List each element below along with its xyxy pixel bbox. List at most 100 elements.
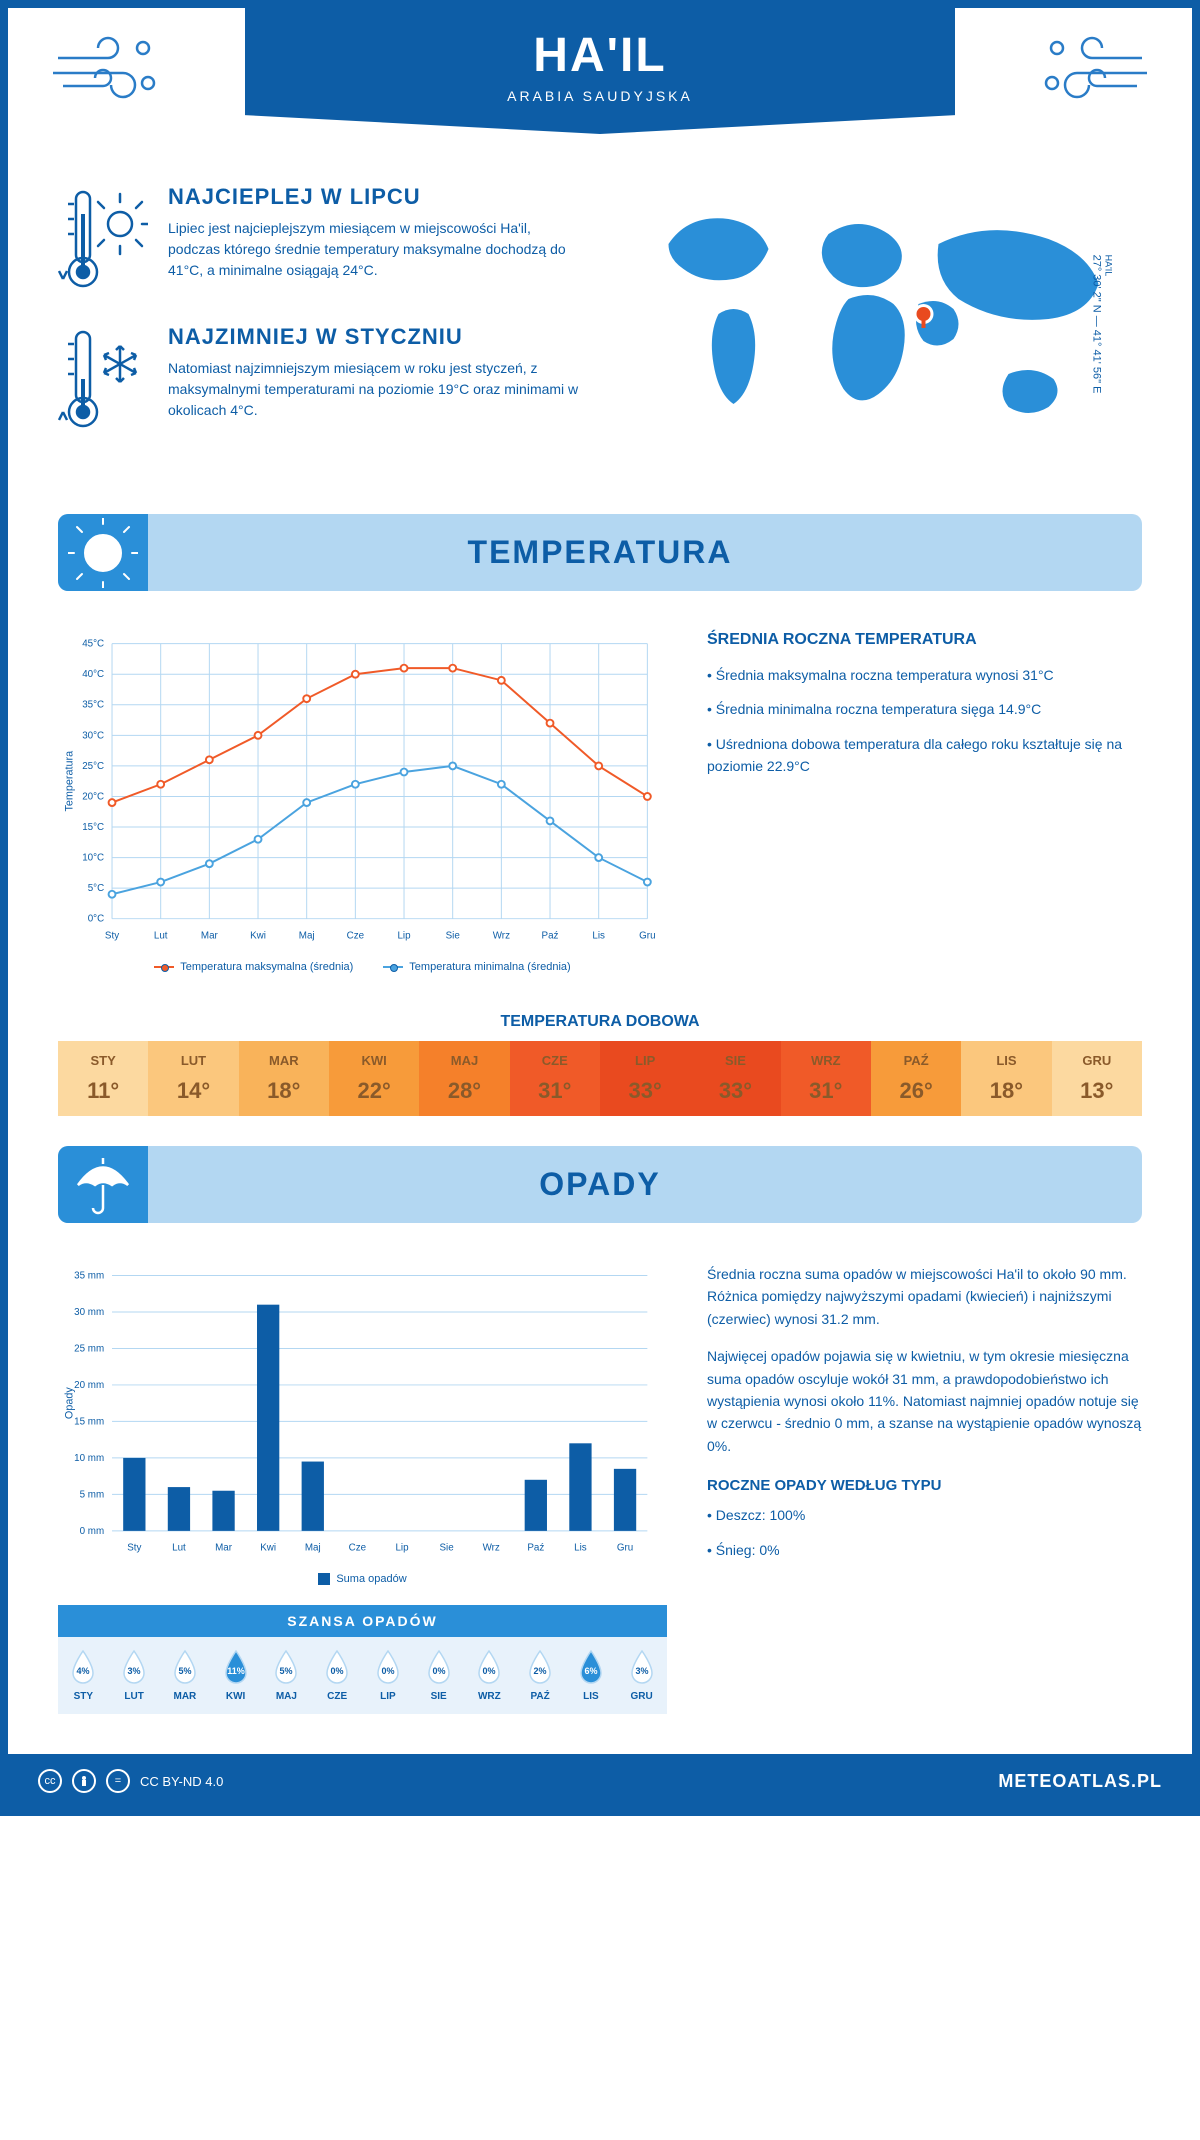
temp-cell: STY11°	[58, 1041, 148, 1116]
temp-cell-month: SIE	[690, 1053, 780, 1068]
footer: cc = CC BY-ND 4.0 METEOATLAS.PL	[8, 1754, 1192, 1808]
nd-icon: =	[106, 1769, 130, 1793]
temp-bullet: • Uśredniona dobowa temperatura dla całe…	[707, 733, 1142, 778]
temp-cell-value: 31°	[510, 1078, 600, 1104]
svg-text:25°C: 25°C	[82, 761, 104, 772]
svg-text:5%: 5%	[178, 1666, 191, 1676]
temp-cell-value: 33°	[690, 1078, 780, 1104]
svg-text:0°C: 0°C	[88, 914, 104, 925]
page-root: HA'IL ARABIA SAUDYJSKA NAJCIEPLEJ W LIPC…	[0, 0, 1200, 1816]
svg-text:Opady: Opady	[64, 1387, 76, 1419]
svg-text:11%: 11%	[227, 1666, 245, 1676]
drop-icon: 0%	[475, 1649, 503, 1685]
drop-icon: 11%	[222, 1649, 250, 1685]
coldest-block: NAJZIMNIEJ W STYCZNIU Natomiast najzimni…	[58, 324, 585, 434]
chance-month: KWI	[214, 1691, 257, 1702]
thermometer-hot-icon	[58, 184, 148, 294]
precip-p1: Średnia roczna suma opadów w miejscowośc…	[707, 1263, 1142, 1330]
temp-cell-month: PAŹ	[871, 1053, 961, 1068]
chance-month: LUT	[113, 1691, 156, 1702]
chance-month: MAJ	[265, 1691, 308, 1702]
svg-text:40°C: 40°C	[82, 669, 104, 680]
temp-cell-value: 11°	[58, 1078, 148, 1104]
chance-month: LIS	[570, 1691, 613, 1702]
temperature-chart: 0°C5°C10°C15°C20°C25°C30°C35°C40°C45°CSt…	[58, 631, 667, 973]
temp-cell: SIE 33°	[690, 1041, 780, 1116]
chance-month: PAŹ	[519, 1691, 562, 1702]
temp-cell-value: 31°	[781, 1078, 871, 1104]
svg-text:25 mm: 25 mm	[74, 1343, 104, 1354]
chance-cell: 2%PAŹ	[515, 1637, 566, 1714]
chance-cell: 3% LUT	[109, 1637, 160, 1714]
warmest-text: Lipiec jest najcieplejszym miesiącem w m…	[168, 218, 585, 281]
drop-icon: 0%	[425, 1649, 453, 1685]
svg-text:Cze: Cze	[347, 930, 365, 941]
svg-text:Sie: Sie	[440, 1543, 455, 1554]
by-icon	[72, 1769, 96, 1793]
svg-text:Lis: Lis	[592, 930, 605, 941]
svg-text:Gru: Gru	[617, 1543, 633, 1554]
coldest-text: Natomiast najzimniejszym miesiącem w rok…	[168, 358, 585, 421]
footer-site: METEOATLAS.PL	[998, 1771, 1162, 1792]
legend-precip-label: Suma opadów	[336, 1573, 406, 1585]
chance-month: LIP	[367, 1691, 410, 1702]
precip-legend: Suma opadów	[58, 1573, 667, 1585]
chance-cell: 4%STY	[58, 1637, 109, 1714]
svg-text:30°C: 30°C	[82, 730, 104, 741]
svg-text:Mar: Mar	[201, 930, 219, 941]
temp-cell-value: 33°	[600, 1078, 690, 1104]
drop-icon: 3%	[120, 1649, 148, 1685]
warmest-block: NAJCIEPLEJ W LIPCU Lipiec jest najcieple…	[58, 184, 585, 294]
temp-cell: MAJ28°	[419, 1041, 509, 1116]
temperature-side: ŚREDNIA ROCZNA TEMPERATURA • Średnia mak…	[707, 631, 1142, 973]
temp-cell-month: LIS	[961, 1053, 1051, 1068]
svg-text:Lut: Lut	[154, 930, 168, 941]
svg-text:0 mm: 0 mm	[80, 1526, 105, 1537]
precipitation-side: Średnia roczna suma opadów w miejscowośc…	[707, 1263, 1142, 1734]
temp-cell: LIS 18°	[961, 1041, 1051, 1116]
temp-cell-value: 22°	[329, 1078, 419, 1104]
chance-cell: 6%LIS	[566, 1637, 617, 1714]
temp-cell: MAR18°	[239, 1041, 329, 1116]
temp-cell-value: 26°	[871, 1078, 961, 1104]
temp-cell-month: MAR	[239, 1053, 329, 1068]
temp-cell-month: LUT	[148, 1053, 238, 1068]
precip-type-title: ROCZNE OPADY WEDŁUG TYPU	[707, 1477, 1142, 1494]
svg-text:Lis: Lis	[574, 1543, 587, 1554]
intro-left: NAJCIEPLEJ W LIPCU Lipiec jest najcieple…	[58, 184, 585, 464]
svg-text:Lip: Lip	[397, 930, 411, 941]
temp-cell-value: 28°	[419, 1078, 509, 1104]
sun-icon	[58, 514, 148, 591]
temp-cell: LUT14°	[148, 1041, 238, 1116]
svg-text:20°C: 20°C	[82, 791, 104, 802]
map-block: HA'IL 27° 30' 2" N — 41° 41' 56" E	[615, 184, 1142, 464]
svg-text:Kwi: Kwi	[260, 1543, 276, 1554]
chance-table: SZANSA OPADÓW 4%STY3%LUT5%MAR11%KWI5%MAJ…	[58, 1605, 667, 1714]
warmest-text-block: NAJCIEPLEJ W LIPCU Lipiec jest najcieple…	[168, 184, 585, 294]
header: HA'IL ARABIA SAUDYJSKA	[8, 8, 1192, 154]
coords-text: 27° 30' 2" N — 41° 41' 56" E	[1091, 255, 1103, 394]
drop-icon: 0%	[374, 1649, 402, 1685]
chance-cell: 5%MAJ	[261, 1637, 312, 1714]
daily-temp-table: STY11°LUT14°MAR18°KWI22°MAJ28°CZE31°LIP3…	[58, 1041, 1142, 1116]
svg-text:15°C: 15°C	[82, 822, 104, 833]
temp-legend: Temperatura maksymalna (średnia) Tempera…	[58, 961, 667, 973]
svg-text:Maj: Maj	[299, 930, 315, 941]
svg-text:35 mm: 35 mm	[74, 1270, 104, 1281]
chance-cell: 0%CZE	[312, 1637, 363, 1714]
thermometer-cold-icon	[58, 324, 148, 434]
temp-bullet: • Średnia maksymalna roczna temperatura …	[707, 664, 1142, 686]
svg-text:35°C: 35°C	[82, 700, 104, 711]
svg-text:Gru: Gru	[639, 930, 655, 941]
svg-text:0%: 0%	[331, 1666, 344, 1676]
temp-cell-value: 18°	[961, 1078, 1051, 1104]
chance-cell: 0%SIE	[413, 1637, 464, 1714]
svg-text:3%: 3%	[635, 1666, 648, 1676]
svg-text:4%: 4%	[77, 1666, 90, 1676]
legend-max-label: Temperatura maksymalna (średnia)	[180, 961, 353, 973]
precip-type-item: • Deszcz: 100%	[707, 1504, 1142, 1526]
temp-cell-month: GRU	[1052, 1053, 1142, 1068]
precipitation-banner: OPADY	[58, 1146, 1142, 1223]
annual-temp-title: ŚREDNIA ROCZNA TEMPERATURA	[707, 631, 1142, 649]
chance-month: GRU	[620, 1691, 663, 1702]
